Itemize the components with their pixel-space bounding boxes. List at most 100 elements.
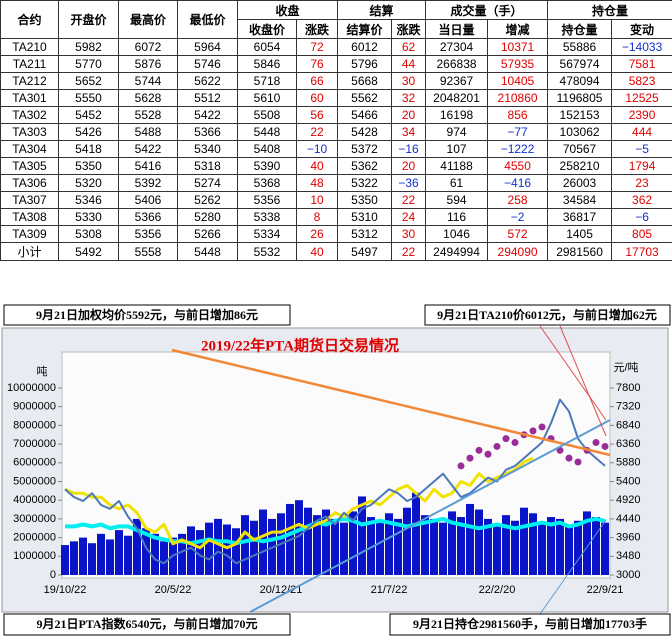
table-cell: 5366 (118, 208, 178, 226)
header-cell: 合约 (0, 0, 59, 39)
table-cell: 36817 (547, 208, 613, 226)
table-cell: −2 (487, 208, 549, 226)
table-cell: 30 (391, 225, 427, 243)
table-cell: 22 (391, 191, 427, 209)
bar (304, 507, 312, 575)
bar (295, 500, 303, 575)
bar (592, 517, 600, 575)
table-cell: 805 (611, 225, 672, 243)
bar (214, 518, 222, 575)
table-cell: 小计 (0, 242, 59, 261)
bar (376, 520, 384, 575)
table-row: TA302 5452 5528 5422 5508 56 5466 20 16198 856 152… (0, 106, 672, 124)
annotation-box (3, 613, 291, 636)
x-tick-label: 21/7/22 (371, 584, 408, 596)
bar (538, 522, 546, 575)
table-cell: 478094 (547, 72, 613, 90)
table-cell: TA301 (0, 89, 59, 107)
bar (565, 526, 573, 575)
table-cell: 41188 (425, 157, 489, 175)
table-cell: 210860 (487, 89, 549, 107)
table-cell: −10 (295, 140, 339, 158)
trend-line (171, 348, 611, 457)
bar (430, 518, 438, 575)
table-cell: 5528 (118, 106, 178, 124)
table-cell: 56 (295, 106, 339, 124)
bar (331, 518, 339, 575)
table-cell: 5338 (237, 208, 297, 226)
table-cell: 20 (391, 157, 427, 175)
bar (502, 515, 510, 575)
y-tick-label: 5000000 (13, 475, 56, 487)
table-row: TA305 5350 5416 5318 5390 40 5362 20 41188 4550 25… (0, 157, 672, 175)
table-cell: 5512 (177, 89, 238, 107)
table-cell: 62 (391, 38, 427, 56)
table-cell: 1794 (611, 157, 672, 175)
header-cell: 最高价 (118, 0, 178, 39)
table-cell: 5330 (58, 208, 119, 226)
y-tick-label: 7000000 (13, 438, 56, 450)
point (484, 450, 492, 458)
y2-tick-label: 5400 (616, 475, 640, 487)
table-cell: 5422 (118, 140, 178, 158)
table-cell: 5562 (337, 89, 393, 107)
table-cell: 5346 (58, 191, 119, 209)
table-cell: 974 (425, 123, 489, 141)
table-cell: 5406 (118, 191, 178, 209)
trend-line (249, 419, 611, 613)
bar (349, 511, 357, 575)
table-cell: 5823 (611, 72, 672, 90)
table-cell: 34 (391, 123, 427, 141)
table-cell: 1405 (547, 225, 613, 243)
bar (493, 524, 501, 575)
pointer (559, 325, 607, 437)
table-cell: 5746 (177, 55, 238, 73)
y2-tick-label: 3480 (616, 550, 640, 562)
table-cell: 116 (425, 208, 489, 226)
point (457, 462, 465, 470)
table-cell: TA308 (0, 208, 59, 226)
bar (448, 511, 456, 575)
bar (88, 543, 96, 575)
table-cell: 5262 (177, 191, 238, 209)
header-cell: 开盘价 (58, 0, 119, 39)
x-tick-label: 20/12/21 (260, 584, 303, 596)
table-cell: 92367 (425, 72, 489, 90)
header-cell: 涨跌 (391, 19, 427, 39)
annotation-box (3, 304, 291, 326)
header-cell: 最低价 (177, 0, 238, 39)
y-tick-label: 9000000 (13, 401, 56, 413)
table-cell: 5266 (177, 225, 238, 243)
table-cell: 5488 (118, 123, 178, 141)
bar (187, 526, 195, 575)
table-row: 小计 5492 5558 5448 5532 40 5497 22 2494994 294090 2… (0, 242, 672, 261)
header-cell: 结算 (337, 0, 427, 20)
line (64, 398, 606, 565)
table-cell: 48 (295, 174, 339, 192)
table-cell: 294090 (487, 242, 549, 261)
y-tick-label: 4000000 (13, 494, 56, 506)
bar (340, 522, 348, 575)
table-cell: 5652 (58, 72, 119, 90)
table-cell: 61 (425, 174, 489, 192)
table-cell: 2048201 (425, 89, 489, 107)
line (65, 516, 606, 546)
table-cell: 66 (295, 72, 339, 90)
table-cell: 22 (391, 242, 427, 261)
table-row: TA308 5330 5366 5280 5338 8 5310 24 116 −2 36817 −6 (0, 208, 672, 226)
plot: 0 1000000 2000000 3000000 4000000 5000000 6000… (7, 382, 640, 596)
bar (241, 515, 249, 575)
point (475, 446, 483, 454)
bar (403, 507, 411, 575)
table-cell: −5 (611, 140, 672, 158)
bar (61, 545, 69, 575)
annotation: 9月21日TA210价6012元，与前日增加62元 (437, 307, 657, 322)
annotation-box (389, 613, 671, 636)
table-cell: 362 (611, 191, 672, 209)
table-cell: TA210 (0, 38, 59, 56)
table-row: TA307 5346 5406 5262 5356 10 5350 22 594 258 34584… (0, 191, 672, 209)
table-cell: 5628 (118, 89, 178, 107)
table-cell: 6072 (118, 38, 178, 56)
table-cell: −36 (391, 174, 427, 192)
y2-tick-label: 3000 (616, 569, 640, 581)
